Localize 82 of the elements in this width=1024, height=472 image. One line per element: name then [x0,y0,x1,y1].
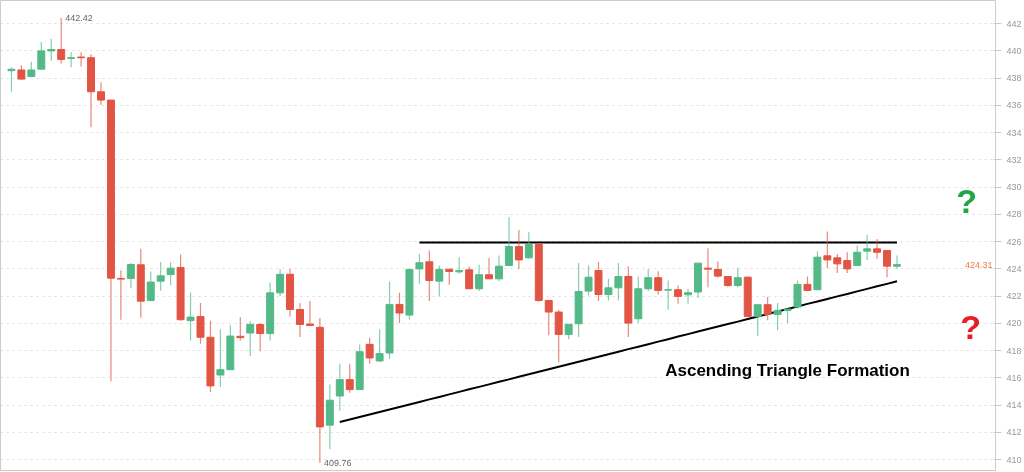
candlestick [883,249,892,278]
candlestick [893,254,901,270]
candlestick [614,262,623,302]
candlestick [873,238,882,260]
annotation: Ascending Triangle Formation [665,360,910,380]
y-tick-label: 438 [1006,73,1022,84]
candlestick [67,51,76,68]
candlestick [166,261,175,286]
candlestick [425,249,434,302]
candlestick [57,17,66,65]
y-tick-label: 440 [1006,45,1022,56]
candlestick [495,254,503,282]
candlestick [435,264,444,297]
candlestick [594,261,603,302]
y-tick-label: 428 [1006,209,1022,220]
candlestick [664,279,673,311]
candlestick [584,264,593,297]
y-tick-label: 432 [1006,154,1022,165]
y-tick-label: 434 [1006,127,1022,138]
candlestick [654,270,663,296]
candlestick [97,81,105,106]
candlestick [186,291,195,341]
y-tick-label: 412 [1006,427,1022,438]
y-tick-label: 426 [1006,236,1022,247]
candlestick [335,363,344,412]
candlestick [146,270,155,303]
y-tick-label: 418 [1006,345,1022,356]
candlestick [843,251,852,274]
candlestick [793,279,802,310]
candlestick [196,302,205,345]
y-tick-label: 422 [1006,291,1022,302]
candlestick [156,261,165,292]
y-tick-label: 410 [1006,454,1022,465]
candlestick [246,320,255,357]
annotation: 442.42 [65,12,93,23]
candlestick [514,229,523,270]
candlestick [823,230,832,269]
candlestick [554,309,563,363]
candlestick [365,337,374,365]
candlestick [216,328,225,388]
candlestick [375,328,384,363]
y-tick-label: 414 [1006,400,1022,411]
candlestick [475,264,484,292]
y-tick-label: 420 [1006,318,1022,329]
candlestick [604,278,613,302]
candlestick [256,322,265,352]
candlestick [47,38,56,62]
y-tick-label: 430 [1006,182,1022,193]
candlestick [763,296,772,321]
candlestick [465,265,474,290]
candlestick [684,288,693,305]
candlestick [276,268,285,297]
candlestick [863,234,872,261]
y-tick-label: 436 [1006,100,1022,111]
text: 424.31 [964,259,993,270]
candlestick [395,292,404,324]
candlestick [305,300,314,327]
candlestick [644,268,653,292]
candlestick [524,231,533,260]
y-tick-label: 442 [1006,18,1022,29]
annotation: 409.76 [323,457,352,468]
candlestick [116,269,125,321]
candlestick [345,363,354,394]
candlestick [77,51,86,68]
candlestick [296,302,304,338]
candlestick [733,267,742,288]
candlestick [7,66,16,93]
candlestick [485,257,494,280]
candlestick [753,304,762,337]
candlestick [853,244,862,267]
candlestick [544,299,553,336]
candlestick [415,253,424,285]
candlestick [126,262,135,289]
y-tick-label: 416 [1006,372,1022,383]
text: ? [960,308,982,347]
candlestick [504,216,513,267]
candlestick [703,247,712,288]
candlestick [37,41,46,70]
candlestick [833,253,842,274]
text: ? [956,181,978,220]
candlestick [674,284,683,305]
y-tick-label: 424 [1006,263,1022,274]
